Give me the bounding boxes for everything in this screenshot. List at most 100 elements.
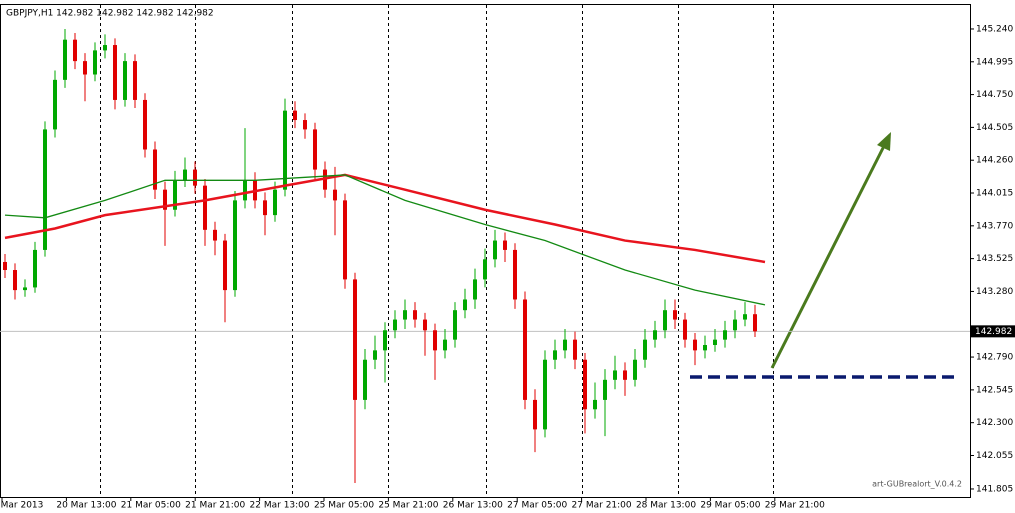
candle-body <box>583 359 587 410</box>
candle-body <box>353 279 357 400</box>
candle-body <box>543 359 547 430</box>
candle-body <box>453 310 457 340</box>
candle-body <box>153 149 157 190</box>
arrow-head <box>877 132 891 151</box>
candle-body <box>143 99 147 150</box>
candle-body <box>243 180 247 201</box>
candle-body <box>633 359 637 380</box>
y-tick-label: 144.995 <box>976 57 1013 67</box>
x-tick-label: 28 Mar 13:00 <box>636 501 696 511</box>
candle-body <box>483 259 487 280</box>
candle-body <box>383 330 387 351</box>
candle-body <box>653 330 657 340</box>
moving-average <box>4 173 766 264</box>
candle-body <box>293 110 297 121</box>
candle-body <box>443 339 447 351</box>
candle-body <box>683 319 687 340</box>
candle-body <box>503 240 507 250</box>
candle-body <box>643 339 647 360</box>
candle-body <box>723 330 727 340</box>
y-tick-label: 144.260 <box>976 156 1013 166</box>
candle-body <box>553 350 557 360</box>
candle-body <box>333 189 337 201</box>
x-tick-label: 21 Mar 21:00 <box>185 501 245 511</box>
candle-body <box>613 370 617 380</box>
candle-body <box>693 339 697 351</box>
x-tick-label: 29 Mar 21:00 <box>765 501 825 511</box>
candle-body <box>713 339 717 346</box>
candle-body <box>23 287 27 291</box>
candle-body <box>473 279 477 300</box>
candle-body <box>743 314 747 320</box>
moving-average <box>4 174 766 306</box>
candle-body <box>513 249 517 300</box>
y-tick-label: 143.770 <box>976 221 1013 231</box>
x-tick-label: 25 Mar 21:00 <box>378 501 438 511</box>
candle-body <box>573 339 577 360</box>
candle-body <box>753 314 757 332</box>
candle-body <box>133 61 137 100</box>
candle-body <box>563 339 567 351</box>
last-price-label: 142.982 <box>975 327 1012 337</box>
y-tick-label: 144.015 <box>976 189 1013 199</box>
candle-body <box>263 200 267 216</box>
candle-body <box>3 261 7 271</box>
candle-body <box>123 61 127 100</box>
candle-body <box>373 350 377 360</box>
x-tick-label: 21 Mar 05:00 <box>121 501 181 511</box>
candle-body <box>233 200 237 291</box>
candle-body <box>493 240 497 260</box>
candle-body <box>593 399 597 410</box>
candle-body <box>363 359 367 400</box>
candle-body <box>433 330 437 351</box>
candle-body <box>343 200 347 280</box>
x-tick-label: 29 Mar 05:00 <box>700 501 760 511</box>
candle-body <box>603 379 607 400</box>
plot-frame <box>0 4 971 498</box>
candle-body <box>303 120 307 130</box>
x-tick-label: 26 Mar 13:00 <box>443 501 503 511</box>
x-tick-label: 20 Mar 13:00 <box>56 501 116 511</box>
y-tick-label: 142.790 <box>976 353 1013 363</box>
y-tick-label: 141.805 <box>976 484 1013 494</box>
last-price-box <box>971 325 1015 338</box>
x-tick-label: 25 Mar 05:00 <box>314 501 374 511</box>
y-tick-label: 144.750 <box>976 90 1013 100</box>
candle-body <box>703 345 707 351</box>
candle-body <box>733 319 737 331</box>
candle-body <box>53 79 57 130</box>
candle-body <box>673 310 677 320</box>
chart-title: GBPJPY,H1 142.982 142.982 142.982 142.98… <box>6 9 214 19</box>
candle-body <box>103 45 107 51</box>
candle-body <box>183 169 187 181</box>
x-tick-label: 27 Mar 05:00 <box>507 501 567 511</box>
y-tick-label: 144.505 <box>976 123 1013 133</box>
candle-body <box>463 299 467 311</box>
x-tick-label: 22 Mar 13:00 <box>250 501 310 511</box>
candle-body <box>193 169 197 186</box>
candle-body <box>93 50 97 75</box>
candle-body <box>423 319 427 331</box>
x-tick-label: Mar 2013 <box>1 501 44 511</box>
candle-body <box>63 39 67 80</box>
candle-body <box>213 229 217 241</box>
y-tick-label: 143.280 <box>976 287 1013 297</box>
x-tick-label: 27 Mar 21:00 <box>572 501 632 511</box>
y-tick-label: 142.055 <box>976 451 1013 461</box>
candle-body <box>393 319 397 331</box>
candle-body <box>203 185 207 230</box>
candle-body <box>663 310 667 331</box>
candle-body <box>283 110 287 190</box>
candle-body <box>313 129 317 170</box>
candle-body <box>33 249 37 288</box>
day-separators <box>100 5 774 497</box>
candle-body <box>43 129 47 250</box>
candle-body <box>623 370 627 380</box>
y-tick-label: 145.240 <box>976 24 1013 34</box>
candle-body <box>73 39 77 62</box>
watermark: art-GUBrealort_V.0.4.2 <box>872 480 962 489</box>
candle-body <box>173 180 177 210</box>
candle-body <box>163 189 167 210</box>
